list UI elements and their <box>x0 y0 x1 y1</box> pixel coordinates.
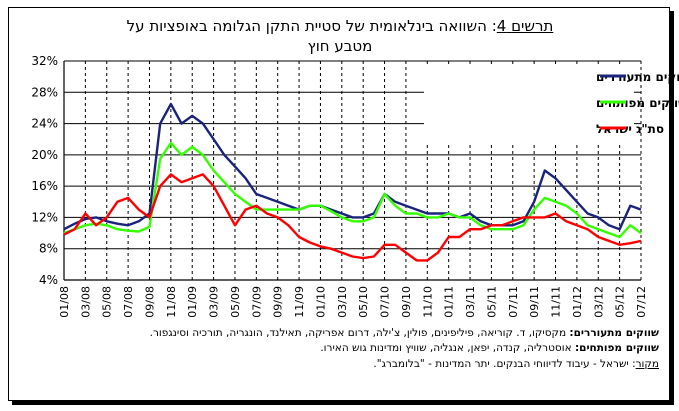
x-tick-label: 07/12 <box>635 286 648 318</box>
x-tick-label: 01/08 <box>58 286 71 318</box>
x-tick-label: 03/08 <box>79 286 92 318</box>
x-tick-labels: 01/08 03/08 05/08 07/08 09/08 11/08 01/09 03/09… <box>58 286 648 318</box>
x-tick-label: 05/12 <box>614 286 627 318</box>
axes <box>63 61 641 281</box>
y-tick-label: 28% <box>31 85 58 99</box>
legend-label-israel: סת"ג ישראל <box>596 122 664 136</box>
series-lines <box>63 102 642 262</box>
x-tick-label: 03/11 <box>464 286 477 318</box>
note-source-text: : ישראל - עיבוד לדיווחי הבנקים. יתר המדי… <box>373 358 636 370</box>
chart-title-line1: תרשים 4: השוואה בינלאומית של סטיית התקן … <box>20 16 660 36</box>
legend-label-developed: ממוצע שווקים מפותחים <box>596 96 679 110</box>
series-line-israel <box>63 173 642 262</box>
chart-title-prefix: תרשים 4 <box>496 17 554 35</box>
x-tick-label: 05/11 <box>485 286 498 318</box>
x-tick-label: 03/12 <box>592 286 605 318</box>
chart-title-line2: מטבע חוץ <box>307 37 373 55</box>
note-developed-label: שווקים מפותחים: <box>574 342 659 354</box>
note-source: מקור: ישראל - עיבוד לדיווחי הבנקים. יתר … <box>19 357 659 371</box>
x-tick-label: 11/11 <box>550 286 563 318</box>
y-tick-label: 20% <box>31 148 58 162</box>
x-tick-label: 09/09 <box>272 286 285 318</box>
note-emerging-label: שווקים מתעוררים: <box>569 327 659 339</box>
x-tick-label: 09/11 <box>528 286 541 318</box>
x-tick-label: 01/10 <box>314 286 327 318</box>
legend-label-emerging: ממוצע שווקים מתעוררים <box>596 70 679 84</box>
x-tick-label: 05/09 <box>229 286 242 318</box>
y-tick-label: 4% <box>39 273 58 287</box>
x-tick-label: 05/08 <box>101 286 114 318</box>
y-tick-label: 8% <box>39 242 58 256</box>
x-tick-label: 01/12 <box>571 286 584 318</box>
note-developed-text: אוסטרליה, קנדה, יפאן, אנגליה, שוויץ ומדי… <box>320 342 575 354</box>
series-line-developed <box>63 141 642 239</box>
x-tick-label: 07/11 <box>507 286 520 318</box>
x-tick-label: 03/10 <box>336 286 349 318</box>
legend-background <box>424 64 634 144</box>
x-tick-label: 09/08 <box>143 286 156 318</box>
y-tick-label: 32% <box>31 54 58 68</box>
note-source-label: מקור <box>635 358 659 370</box>
x-tick-label: 07/10 <box>379 286 392 318</box>
x-tick-label: 07/09 <box>250 286 263 318</box>
x-tick-label: 03/09 <box>208 286 221 318</box>
note-developed: שווקים מפותחים: אוסטרליה, קנדה, יפאן, אנ… <box>19 341 659 355</box>
y-tick-label: 12% <box>31 210 58 224</box>
y-tick-labels: 4% 8% 12% 16% 20% 24% 28% 32% <box>31 54 58 287</box>
note-emerging-text: מקסיקו, ד. קוריאה, פיליפינים, פולין, צ'י… <box>149 327 570 339</box>
legend: ממוצע שווקים מתעוררים ממוצע שווקים מפותחי… <box>424 64 679 144</box>
note-emerging: שווקים מתעוררים: מקסיקו, ד. קוריאה, פילי… <box>19 326 659 340</box>
x-tick-label: 01/09 <box>186 286 199 318</box>
x-tick-label: 11/09 <box>293 286 306 318</box>
x-tick-label: 07/08 <box>122 286 135 318</box>
y-tick-label: 16% <box>31 179 58 193</box>
x-tick-label: 11/10 <box>421 286 434 318</box>
x-tick-label: 01/11 <box>443 286 456 318</box>
x-tick-label: 09/10 <box>400 286 413 318</box>
y-tick-label: 24% <box>31 117 58 131</box>
x-tick-label: 11/08 <box>165 286 178 318</box>
chart-title-text: : השוואה בינלאומית של סטיית התקן הגלומה … <box>126 17 497 35</box>
x-tick-label: 05/10 <box>357 286 370 318</box>
series-line-emerging <box>63 102 642 231</box>
